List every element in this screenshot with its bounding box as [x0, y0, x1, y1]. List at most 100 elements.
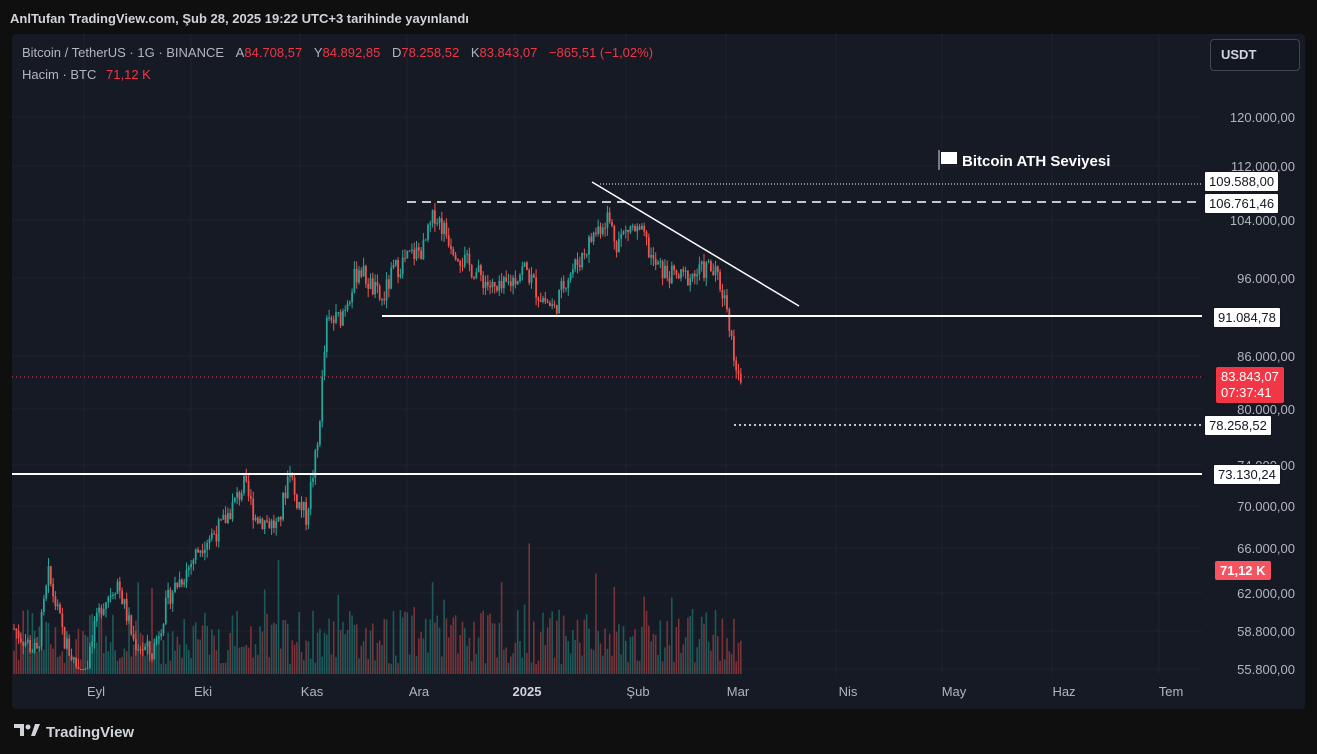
resistance-price-tag[interactable]: 106.761,46 — [1204, 193, 1280, 214]
ath-price-tag[interactable]: 109.588,00 — [1204, 171, 1280, 192]
volume-bar — [698, 638, 701, 674]
candle-body — [137, 649, 140, 651]
candle-body — [491, 282, 494, 288]
candle-body — [208, 538, 211, 543]
volume-bar — [733, 618, 735, 674]
volume-bar — [229, 632, 231, 674]
candle-body — [399, 274, 402, 277]
candle-body — [169, 589, 172, 604]
volume-bar — [491, 623, 494, 674]
candle-body — [256, 517, 259, 524]
volume-bar — [680, 652, 682, 674]
candle-body — [86, 668, 89, 670]
price-axis-label: 86.000,00 — [1237, 349, 1295, 364]
candle-body — [192, 560, 195, 564]
candle-body — [98, 607, 100, 613]
volume-bar — [507, 662, 510, 674]
volume-bar — [556, 620, 558, 674]
volume-bar — [703, 623, 705, 674]
candle-body — [544, 298, 547, 302]
price-chart[interactable] — [12, 34, 1305, 709]
candle-body — [261, 518, 264, 529]
support2-price-tag[interactable]: 73.130,24 — [1213, 464, 1281, 485]
candle-body — [454, 254, 457, 260]
candle-body — [643, 225, 646, 232]
candle-body — [535, 277, 537, 298]
volume-bar — [24, 640, 27, 674]
volume-bar — [579, 642, 581, 674]
support1-price-tag[interactable]: 91.084,78 — [1213, 307, 1281, 328]
candle-body — [620, 234, 623, 239]
candle-body — [217, 519, 220, 542]
volume-bar — [252, 657, 254, 674]
candle-body — [319, 421, 321, 445]
volume-bar — [395, 655, 397, 674]
candle-body — [353, 268, 356, 293]
candle-body — [213, 533, 215, 535]
candle-body — [100, 607, 103, 615]
candle-body — [514, 277, 517, 285]
candle-body — [687, 270, 689, 286]
volume-bar — [429, 619, 432, 674]
currency-button[interactable]: USDT — [1210, 39, 1300, 71]
candle-body — [569, 273, 572, 280]
volume-bar — [282, 620, 284, 674]
price-axis-label: 104.000,00 — [1229, 213, 1295, 228]
volume-bar — [574, 639, 576, 674]
volume-bar — [211, 629, 213, 674]
volume-bar — [415, 655, 418, 674]
candle-body — [503, 277, 505, 289]
candle-body — [689, 278, 692, 286]
volume-bar — [484, 663, 487, 674]
candle-body — [700, 261, 703, 265]
candle-body — [523, 262, 526, 267]
volume-bar — [112, 614, 114, 674]
volume-label[interactable]: Hacim · BTC — [22, 67, 97, 82]
volume-bar — [194, 622, 197, 674]
symbol-name[interactable]: Bitcoin / TetherUS · 1G · BINANCE — [22, 45, 225, 60]
candle-body — [185, 570, 188, 583]
footer: TradingView — [14, 721, 134, 743]
candle-body — [661, 261, 664, 279]
candle-body — [112, 595, 114, 597]
low-price-tag[interactable]: 78.258,52 — [1204, 415, 1272, 436]
volume-bar — [728, 651, 731, 674]
volume-bar — [533, 621, 535, 674]
candle-body — [160, 633, 163, 637]
volume-bar — [712, 634, 714, 674]
volume-bar — [213, 635, 215, 674]
volume-bar — [77, 628, 80, 674]
chart-panel[interactable]: Bitcoin / TetherUS · 1G · BINANCE A84.70… — [12, 34, 1305, 709]
candle-body — [496, 286, 498, 291]
volume-bar — [399, 610, 402, 674]
volume-bar — [434, 622, 436, 674]
candle-body — [247, 481, 250, 497]
top-bar: AnlTufan TradingView.com, Şub 28, 2025 1… — [0, 0, 1317, 34]
candle-body — [680, 269, 682, 279]
ath-annotation[interactable]: Bitcoin ATH Seviyesi — [937, 148, 1110, 174]
volume-bar — [514, 642, 517, 674]
volume-bar — [201, 625, 204, 674]
volume-bar — [358, 658, 360, 674]
candle-body — [114, 593, 117, 596]
candle-body — [279, 516, 282, 520]
candle-body — [636, 226, 639, 232]
volume-bar — [169, 660, 172, 674]
candle-body — [43, 598, 45, 612]
candle-body — [316, 444, 319, 451]
volume-bar — [50, 644, 52, 674]
candle-body — [45, 585, 48, 599]
volume-bar — [622, 625, 625, 674]
volume-bar — [84, 634, 87, 674]
candle-body — [369, 278, 372, 289]
volume-bar — [188, 649, 190, 674]
candle-body — [624, 229, 627, 232]
volume-bar — [286, 623, 289, 674]
candle-body — [93, 621, 96, 642]
candle-body — [61, 613, 64, 628]
candle-body — [475, 272, 478, 279]
volume-bar — [523, 604, 526, 674]
candle-body — [176, 582, 179, 588]
candle-body — [243, 475, 245, 494]
footer-brand[interactable]: TradingView — [46, 723, 135, 741]
